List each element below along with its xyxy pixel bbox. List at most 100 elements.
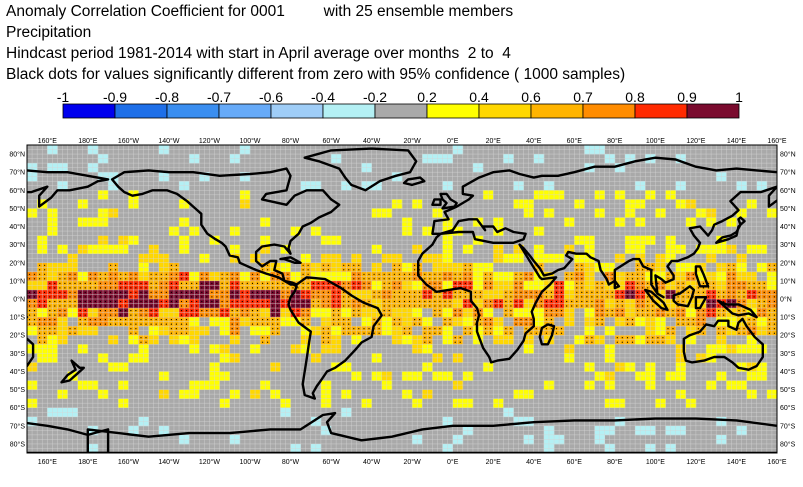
lat-tick-label: 80°S bbox=[780, 440, 796, 448]
lon-tick-label: 140°W bbox=[158, 137, 179, 145]
lat-tick-label: 30°N bbox=[780, 241, 796, 249]
lon-tick-label: 80°E bbox=[607, 458, 623, 466]
lon-tick-label: 40°W bbox=[363, 137, 381, 145]
colorbar-tick-label: -0.4 bbox=[311, 92, 335, 105]
lon-tick-label: 20°W bbox=[403, 137, 421, 145]
colorbar-swatch bbox=[686, 103, 740, 119]
coastlines bbox=[27, 147, 777, 453]
lon-tick-label: 140°E bbox=[727, 137, 746, 145]
lon-tick-label: 120°E bbox=[686, 137, 705, 145]
lon-tick-label: 20°W bbox=[403, 458, 421, 466]
lat-tick-label: 50°N bbox=[9, 205, 25, 213]
colorbar: -1 -0.9 -0.8 -0.7 -0.6 -0.4 -0.2 0.2 0.4 0.6 0.7 0.… bbox=[57, 92, 743, 119]
title-line-1: Anomaly Correlation Coefficient for 0001… bbox=[6, 3, 514, 20]
colorbar-tick-label: -1 bbox=[57, 92, 70, 105]
lat-tick-label: 10°S bbox=[10, 314, 26, 322]
lon-tick-label: 40°E bbox=[526, 137, 542, 145]
lon-tick-label: 180°E bbox=[78, 458, 97, 466]
lat-tick-label: 0°N bbox=[13, 296, 25, 304]
lat-tick-label: 40°N bbox=[780, 223, 796, 231]
colorbar-tick-label: 0.9 bbox=[677, 92, 697, 105]
colorbar-tick-label: -0.9 bbox=[103, 92, 127, 105]
lon-tick-label: 0°E bbox=[447, 137, 459, 145]
lat-tick-label: 10°N bbox=[780, 277, 796, 285]
colorbar-swatch bbox=[270, 103, 324, 119]
lat-tick-label: 80°N bbox=[780, 151, 796, 159]
lon-tick-label: 80°E bbox=[607, 137, 623, 145]
lat-tick-label: 10°S bbox=[780, 314, 796, 322]
colorbar-tick-label: -0.6 bbox=[259, 92, 283, 105]
lon-tick-label: 160°E bbox=[38, 458, 57, 466]
lat-tick-label: 80°N bbox=[9, 151, 25, 159]
lon-tick-label: 160°E bbox=[767, 137, 786, 145]
lat-tick-label: 50°S bbox=[10, 386, 26, 394]
lat-tick-label: 60°N bbox=[780, 187, 796, 195]
colorbar-tick-label: -0.7 bbox=[207, 92, 231, 105]
lon-tick-label: 120°W bbox=[199, 137, 220, 145]
lon-tick-label: 20°E bbox=[486, 137, 502, 145]
lat-tick-label: 30°S bbox=[10, 350, 26, 358]
lon-tick-label: 100°E bbox=[646, 137, 665, 145]
lon-tick-label: 60°E bbox=[567, 458, 583, 466]
lon-tick-label: 140°E bbox=[727, 458, 746, 466]
lat-tick-label: 60°S bbox=[10, 404, 26, 412]
lon-tick-label: 100°E bbox=[646, 458, 665, 466]
lat-tick-label: 70°N bbox=[9, 169, 25, 177]
lat-tick-label: 60°N bbox=[9, 187, 25, 195]
lat-tick-label: 70°S bbox=[780, 422, 796, 430]
title-line-2: Precipitation bbox=[6, 24, 92, 41]
lon-tick-label: 40°W bbox=[363, 458, 381, 466]
lat-tick-label: 20°N bbox=[780, 259, 796, 267]
lon-tick-label: 160°E bbox=[38, 137, 57, 145]
colorbar-swatch bbox=[478, 103, 532, 119]
colorbar-tick-label: 0.6 bbox=[521, 92, 541, 105]
lon-tick-label: 0°E bbox=[447, 458, 459, 466]
lat-tick-label: 30°N bbox=[9, 241, 25, 249]
colorbar-tick-label: -0.2 bbox=[363, 92, 387, 105]
lat-tick-label: 40°S bbox=[10, 368, 26, 376]
colorbar-swatch bbox=[62, 103, 116, 119]
colorbar-tick-label: 1 bbox=[735, 92, 743, 105]
lon-tick-label: 160°W bbox=[118, 458, 139, 466]
lon-tick-label: 60°W bbox=[322, 458, 340, 466]
lon-tick-label: 120°E bbox=[686, 458, 705, 466]
lat-tick-label: 0°N bbox=[780, 296, 792, 304]
lat-tick-label: 40°S bbox=[780, 368, 796, 376]
lat-tick-label: 50°S bbox=[780, 386, 796, 394]
colorbar-tick-label: 0.4 bbox=[469, 92, 489, 105]
lon-tick-label: 100°W bbox=[239, 137, 260, 145]
lon-tick-label: 60°W bbox=[322, 137, 340, 145]
lat-tick-label: 20°S bbox=[10, 332, 26, 340]
lon-tick-label: 120°W bbox=[199, 458, 220, 466]
lat-tick-label: 30°S bbox=[780, 350, 796, 358]
colorbar-swatch bbox=[426, 103, 480, 119]
lon-tick-label: 80°W bbox=[282, 458, 300, 466]
colorbar-swatch bbox=[374, 103, 428, 119]
title-line-3: Hindcast period 1981-2014 with start in … bbox=[6, 45, 511, 62]
lat-tick-label: 70°S bbox=[10, 422, 26, 430]
world-map: 160°E 160°E 180°E 180°E 160°W 160°W 140°W 140°W… bbox=[9, 137, 796, 466]
colorbar-tick-label: 0.7 bbox=[573, 92, 593, 105]
colorbar-swatch bbox=[166, 103, 220, 119]
colorbar-tick-label: 0.2 bbox=[417, 92, 437, 105]
lon-tick-label: 80°W bbox=[282, 137, 300, 145]
colorbar-tick-label: -0.8 bbox=[155, 92, 179, 105]
lat-tick-label: 20°N bbox=[9, 259, 25, 267]
lon-tick-label: 100°W bbox=[239, 458, 260, 466]
lon-tick-label: 140°W bbox=[158, 458, 179, 466]
lon-tick-label: 40°E bbox=[526, 458, 542, 466]
colorbar-swatch bbox=[114, 103, 168, 119]
lon-tick-label: 60°E bbox=[567, 137, 583, 145]
lat-tick-label: 70°N bbox=[780, 169, 796, 177]
lat-tick-label: 50°N bbox=[780, 205, 796, 213]
lon-tick-label: 180°E bbox=[78, 137, 97, 145]
colorbar-swatch bbox=[322, 103, 376, 119]
colorbar-swatch bbox=[530, 103, 584, 119]
lon-tick-label: 160°W bbox=[118, 137, 139, 145]
lat-tick-label: 20°S bbox=[780, 332, 796, 340]
colorbar-swatch bbox=[634, 103, 688, 119]
colorbar-swatch bbox=[218, 103, 272, 119]
lat-tick-label: 80°S bbox=[10, 440, 26, 448]
colorbar-tick-label: 0.8 bbox=[625, 92, 645, 105]
lat-tick-label: 60°S bbox=[780, 404, 796, 412]
